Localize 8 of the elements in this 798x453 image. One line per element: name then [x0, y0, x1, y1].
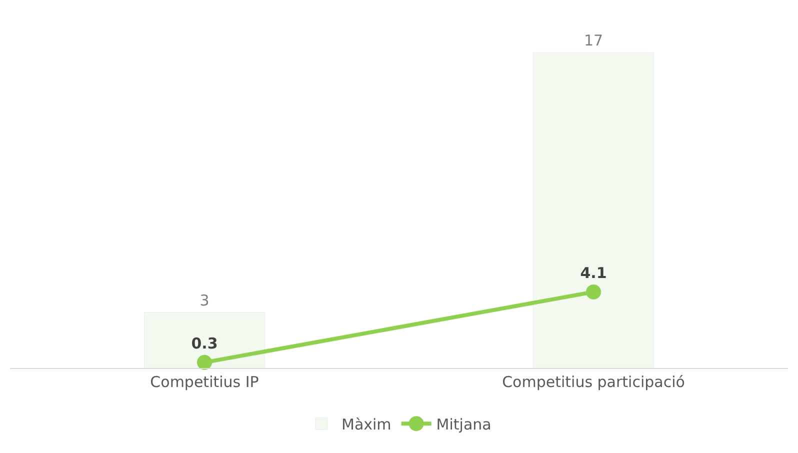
data-label: 17	[584, 32, 604, 50]
data-label: 3	[200, 291, 210, 310]
x-tick-label: Competitius participació	[502, 373, 685, 391]
legend-label: Màxim	[342, 415, 392, 434]
x-tick-label: Competitius IP	[150, 373, 259, 391]
data-label: 0.3	[191, 334, 218, 352]
legend-label: Mitjana	[436, 415, 492, 434]
data-label: 4.1	[580, 264, 607, 282]
